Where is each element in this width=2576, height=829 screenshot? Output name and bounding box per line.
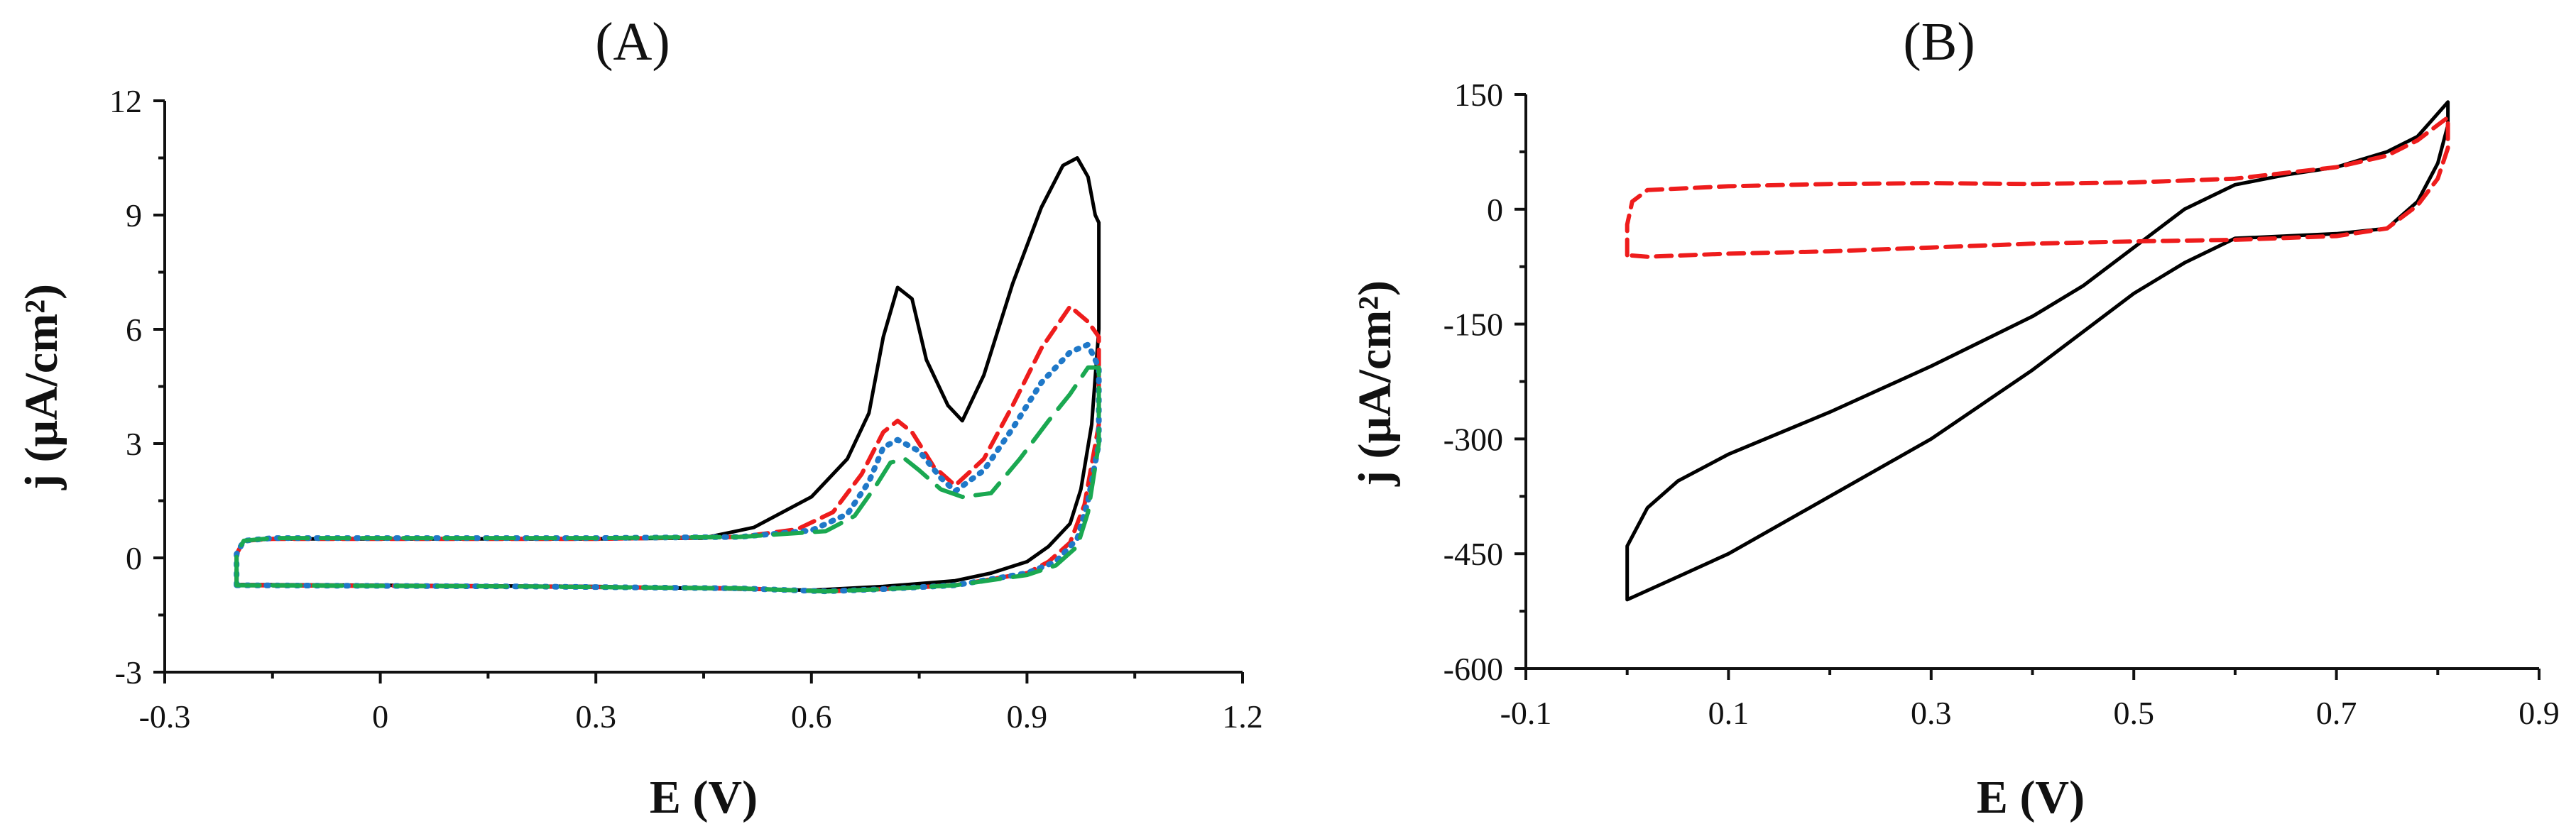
panel-label-b: (B): [1903, 12, 1975, 72]
y-tick-label-b: -300: [1443, 421, 1503, 457]
y-axis-title-a: j (μA/cm²): [16, 284, 67, 490]
x-tick-label-b: 0.7: [2316, 695, 2357, 731]
ticks-b: -0.1 0.1 0.3 0.5 0.7 0.9 -600 -450 -300 -150 0 150: [1443, 77, 2560, 731]
y-tick-label-b: -450: [1443, 536, 1503, 572]
x-tick-label-a: 0.9: [1007, 698, 1048, 735]
ticks-a: -0.3 0 0.3 0.6 0.9 1.2 -3 0 3 6 9 12: [109, 83, 1263, 735]
x-tick-label-b: 0.1: [1708, 695, 1750, 731]
panel-label-a: (A): [595, 12, 670, 72]
y-tick-label-b: 150: [1454, 77, 1503, 113]
x-tick-label-a: 0: [372, 698, 388, 735]
chart-panel-b: (B) -0.1 0.1 0.3 0.5 0.7 0.9 -600 -450 -300 -150 0…: [1349, 12, 2560, 823]
x-tick-label-a: 0.6: [791, 698, 832, 735]
y-tick-label-a: 3: [126, 426, 142, 462]
x-axis-title-a: E (V): [650, 772, 758, 823]
x-tick-label-b: 0.3: [1911, 695, 1952, 731]
cv-curve-a-3: [234, 341, 1102, 595]
cv-curve-b-1: [1625, 100, 2450, 602]
cv-curve-a-4: [234, 365, 1101, 594]
curves-b: [1625, 100, 2450, 602]
y-tick-label-a: 9: [126, 197, 142, 234]
x-tick-label-b: -0.1: [1500, 695, 1552, 731]
cv-curve-a-1: [234, 156, 1101, 593]
x-axis-title-b: E (V): [1977, 772, 2085, 823]
y-tick-label-a: 0: [126, 540, 142, 576]
y-tick-label-b: 0: [1487, 192, 1503, 228]
x-tick-label-a: 1.2: [1222, 698, 1263, 735]
y-tick-label-b: -150: [1443, 307, 1503, 343]
x-tick-label-a: -0.3: [139, 698, 191, 735]
chart-panel-a: (A) -0.3 0 0.3 0.6 0.9 1.2 -3 0 3 6 9 12 E (V) j (μ…: [16, 12, 1263, 823]
x-tick-label-a: 0.3: [575, 698, 616, 735]
y-tick-label-a: 12: [109, 83, 142, 119]
y-tick-label-a: -3: [115, 654, 142, 691]
x-tick-label-b: 0.5: [2113, 695, 2154, 731]
cv-curve-a-2: [234, 304, 1101, 594]
x-tick-label-b: 0.9: [2518, 695, 2560, 731]
cv-curve-b-2: [1625, 115, 2450, 259]
y-tick-label-a: 6: [126, 312, 142, 348]
curves-a: [234, 156, 1102, 595]
y-axis-title-b: j (μA/cm²): [1349, 280, 1401, 487]
y-tick-label-b: -600: [1443, 651, 1503, 687]
